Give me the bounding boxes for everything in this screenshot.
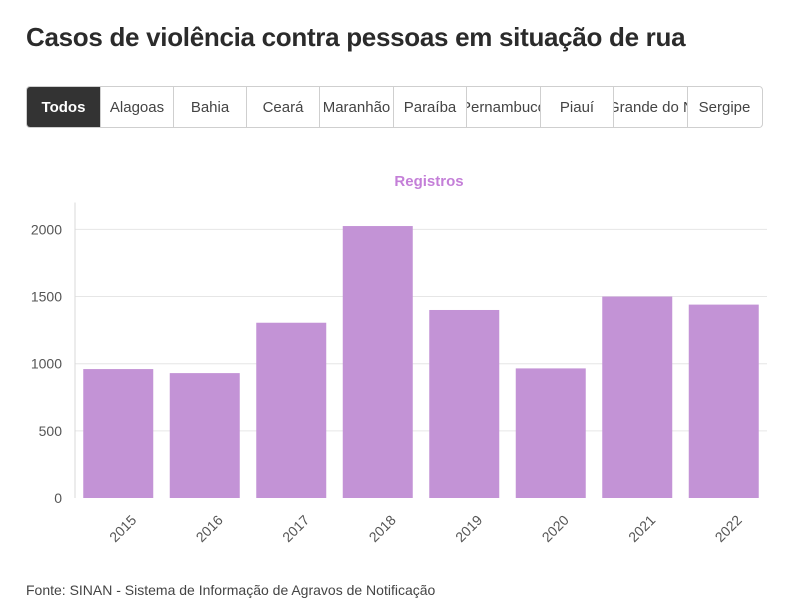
y-tick-label: 1000 (31, 356, 62, 372)
bar-2022[interactable] (688, 304, 759, 498)
source-note: Fonte: SINAN - Sistema de Informação de … (26, 582, 436, 598)
chart-title: Registros (394, 173, 463, 190)
tab-pernambuco[interactable]: Pernambuco (467, 87, 541, 127)
bar-2015[interactable] (83, 369, 154, 498)
x-axis: 2015 2016 2017 2018 2019 2020 2021 2022 (106, 512, 745, 545)
tab-alagoas[interactable]: Alagoas (101, 87, 174, 127)
x-tick-label: 2018 (366, 512, 399, 545)
tab-ceara[interactable]: Ceará (247, 87, 320, 127)
x-tick-label: 2022 (712, 512, 745, 545)
y-tick-label: 2000 (31, 221, 62, 237)
x-tick-label: 2016 (193, 512, 226, 545)
tab-todos[interactable]: Todos (27, 87, 101, 127)
x-tick-label: 2021 (625, 512, 658, 545)
y-tick-label: 0 (54, 490, 62, 506)
tab-rio-grande-do-norte[interactable]: Rio Grande do Norte (614, 87, 688, 127)
bar-2021[interactable] (602, 296, 673, 498)
tab-maranhao[interactable]: Maranhão (320, 87, 394, 127)
y-tick-label: 1500 (31, 289, 62, 305)
bars (83, 226, 759, 498)
x-tick-label: 2017 (279, 512, 312, 545)
state-filter-tabs: TodosAlagoasBahiaCearáMaranhãoParaíbaPer… (26, 86, 763, 128)
tab-paraiba[interactable]: Paraíba (394, 87, 467, 127)
tab-bahia[interactable]: Bahia (174, 87, 247, 127)
y-tick-label: 500 (39, 423, 63, 439)
x-tick-label: 2020 (539, 512, 572, 545)
bar-2016[interactable] (169, 373, 240, 498)
page-title: Casos de violência contra pessoas em sit… (26, 22, 686, 52)
bar-2018[interactable] (342, 226, 413, 498)
tab-piaui[interactable]: Piauí (541, 87, 614, 127)
bar-2020[interactable] (515, 368, 586, 498)
x-tick-label: 2019 (452, 512, 485, 545)
x-tick-label: 2015 (106, 512, 139, 545)
tab-sergipe[interactable]: Sergipe (688, 87, 761, 127)
bar-2017[interactable] (256, 322, 327, 498)
y-axis: 0 500 1000 1500 2000 (31, 202, 76, 506)
bar-2019[interactable] (429, 309, 500, 498)
